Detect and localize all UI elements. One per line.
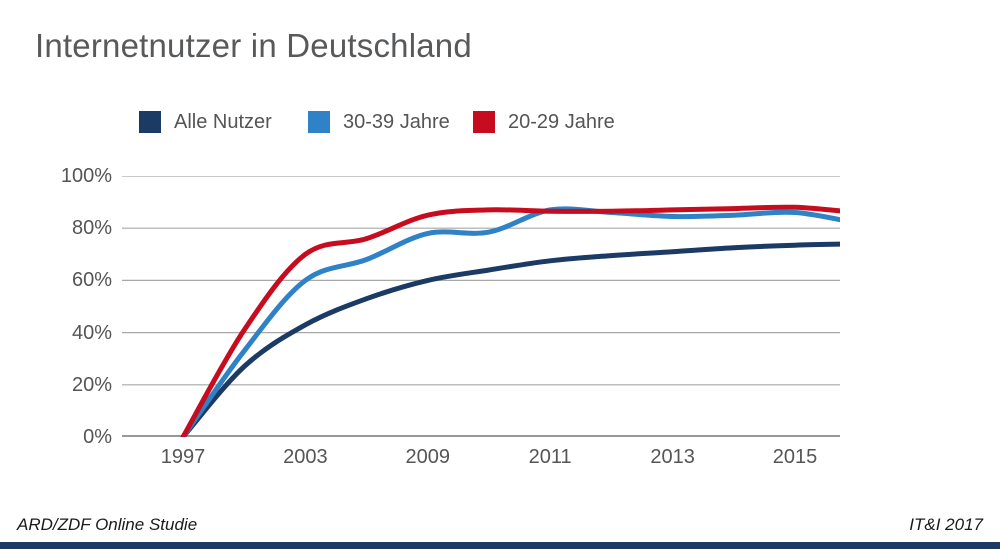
x-tick-label-2011: 2011	[528, 446, 572, 468]
chart-title: Internetnutzer in Deutschland	[35, 27, 472, 64]
legend-item-alle-nutzer: Alle Nutzer	[139, 110, 272, 134]
footer-event: IT&I 2017	[909, 515, 983, 534]
legend-swatch-30-39-jahre	[308, 111, 330, 133]
x-tick-label-2015: 2015	[772, 446, 818, 468]
legend-label-30-39-jahre: 30-39 Jahre	[343, 110, 450, 133]
series-line-20-29-jahre	[180, 204, 840, 437]
footer-source: ARD/ZDF Online Studie	[17, 515, 198, 534]
y-tick-label-60: 60%	[71, 269, 112, 292]
y-tick-label-0: 0%	[83, 426, 112, 448]
legend-label-alle-nutzer: Alle Nutzer	[174, 110, 272, 133]
legend: Alle Nutzer 30-39 Jahre 20-29 Jahre	[0, 110, 1000, 136]
y-tick-label-20: 20%	[71, 373, 112, 396]
x-tick-label-1997: 1997	[160, 446, 206, 468]
legend-swatch-alle-nutzer	[139, 111, 161, 133]
bottom-accent-bar	[0, 542, 1000, 549]
footer: ARD/ZDF Online Studie IT&I 2017	[0, 515, 1000, 539]
legend-label-20-29-jahre: 20-29 Jahre	[508, 110, 615, 133]
legend-item-20-29-jahre: 20-29 Jahre	[473, 110, 615, 134]
x-tick-label-2013: 2013	[650, 446, 695, 468]
series-line-alle-nutzer	[180, 241, 840, 437]
y-tick-label-80: 80%	[71, 217, 112, 240]
series-line-30-39-jahre	[180, 206, 840, 437]
y-tick-label-100: 100%	[60, 165, 112, 187]
legend-item-30-39-jahre: 30-39 Jahre	[308, 110, 450, 134]
x-tick-label-2009: 2009	[405, 446, 451, 468]
legend-swatch-20-29-jahre	[473, 111, 495, 133]
x-tick-label-2003: 2003	[283, 446, 328, 468]
y-tick-label-40: 40%	[71, 321, 112, 344]
plot-area	[122, 176, 840, 437]
